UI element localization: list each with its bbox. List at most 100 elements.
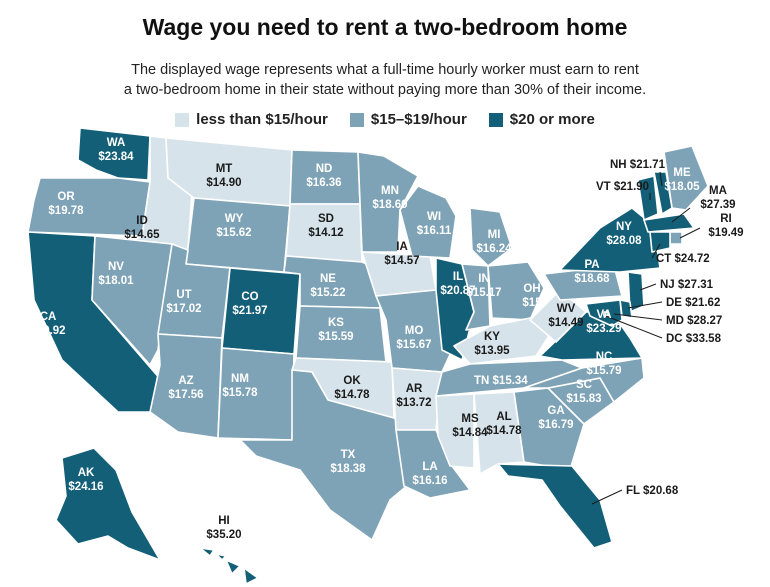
state-shape-oh [487, 261, 545, 321]
page-title: Wage you need to rent a two-bedroom home [142, 14, 628, 40]
state-label-ne: NE $15.22 [310, 273, 345, 299]
legend-item-mid: $15–$19/hour [349, 111, 467, 128]
state-label-ks: KS $15.59 [318, 317, 353, 343]
state-shape-al [473, 391, 525, 475]
leader-line-md [613, 313, 663, 321]
state-shape-az [149, 333, 223, 439]
state-label-or: OR $19.78 [48, 191, 84, 217]
state-shape-in [461, 263, 491, 331]
leader-line-de [627, 301, 663, 309]
state-label-md: MD $28.27 [666, 315, 722, 327]
state-label-mo: MO $15.67 [396, 325, 431, 351]
state-label-mt: MT $14.90 [206, 163, 241, 189]
state-shape-mi [469, 207, 513, 267]
legend-swatch-high [488, 112, 503, 127]
legend: less than $15/hour $15–$19/hour $20 or m… [0, 111, 770, 128]
state-shape-ak [55, 447, 161, 561]
state-label-ut: UT $17.02 [166, 289, 201, 315]
state-label-sd: SD $14.12 [308, 213, 343, 239]
leader-line-ct [651, 243, 661, 259]
state-label-pa: PA $18.68 [574, 259, 610, 285]
state-shape-nv [91, 235, 173, 366]
state-shape-or [27, 177, 151, 237]
state-shape-hi [199, 547, 259, 585]
state-label-mi: MI $16.24 [476, 229, 512, 255]
state-shape-tx [239, 369, 415, 541]
legend-swatch-low [175, 112, 190, 127]
legend-swatch-mid [349, 112, 364, 127]
leader-line-dc [605, 315, 663, 339]
state-shape-la [395, 429, 471, 499]
state-label-ky: KY $13.95 [474, 331, 510, 357]
state-label-nc: NC $15.79 [586, 351, 621, 377]
state-label-oh: OH $15 [522, 283, 542, 309]
state-label-nm: NM $15.78 [222, 373, 258, 399]
state-label-hi: HI $35.20 [206, 515, 241, 541]
state-label-ny: NY $28.08 [606, 221, 642, 247]
state-label-co: CO $21.97 [232, 291, 267, 317]
state-shape-dc [603, 311, 609, 317]
state-label-al: AL $14.78 [486, 411, 522, 437]
state-shape-ct [649, 231, 671, 253]
state-label-ct: CT $24.72 [656, 253, 710, 265]
state-shape-ms [435, 393, 475, 469]
state-label-wv: WV $14.49 [548, 303, 583, 329]
leader-line-fl [591, 489, 623, 505]
state-shape-wi [399, 185, 457, 259]
subtitle-line-2: a two-bedroom home in their state withou… [123, 82, 647, 98]
state-label-mn: MN $18.60 [372, 185, 407, 211]
state-label-ri: RI $19.49 [708, 213, 743, 239]
state-label-nh: NH $21.71 [610, 159, 666, 171]
state-label-ca: CA $30.92 [30, 311, 65, 337]
legend-label-mid: $15–$19/hour [370, 111, 467, 128]
state-label-tx: TX $18.38 [330, 449, 366, 475]
legend-label-high: $20 or more [509, 111, 595, 128]
state-label-in: IN $15.17 [466, 273, 501, 299]
state-label-fl: FL $20.68 [626, 485, 679, 497]
state-label-ar: AR $13.72 [396, 383, 431, 409]
legend-label-low: less than $15/hour [196, 111, 328, 128]
state-label-nd: ND $16.36 [306, 163, 341, 189]
state-label-la: LA $16.16 [412, 461, 447, 487]
state-label-nv: NV $18.01 [98, 261, 134, 287]
state-label-de: DE $21.62 [666, 297, 720, 309]
state-labels: WA $23.84 OR $19.78 CA $30.92 ID $14.65 NV $18.01… [30, 137, 743, 541]
state-label-tn: TN $15.34 [474, 375, 528, 387]
state-label-ak: AK $24.16 [68, 467, 103, 493]
state-label-ok: OK $14.78 [334, 375, 370, 401]
state-label-ia: IA $14.57 [384, 241, 419, 267]
state-shape-nc [523, 357, 645, 403]
state-label-me: ME $18.05 [664, 167, 700, 193]
state-label-dc: DC $33.58 [666, 333, 722, 345]
state-label-vt: VT $21.90 [596, 181, 649, 193]
state-shapes [27, 127, 709, 585]
state-label-az: AZ $17.56 [168, 375, 203, 401]
state-label-wi: WI $16.11 [417, 211, 452, 237]
state-shape-fl [497, 463, 613, 549]
leader-line-ma [671, 207, 691, 223]
legend-item-low: less than $15/hour [175, 111, 328, 128]
state-label-wa: WA $23.84 [98, 137, 134, 163]
state-label-il: IL $20.87 [440, 271, 475, 297]
state-label-wy: WY $15.62 [216, 213, 251, 239]
state-label-ga: GA $16.79 [538, 405, 573, 431]
state-label-va: VA $23.29 [586, 309, 621, 335]
leader-line-nj [639, 283, 657, 291]
legend-item-high: $20 or more [488, 111, 595, 128]
state-label-nj: NJ $27.31 [660, 279, 714, 291]
state-label-ma: MA $27.39 [700, 185, 735, 211]
leader-line-ri [679, 227, 701, 239]
state-label-ms: MS $14.84 [452, 413, 488, 439]
subtitle-line-1: The displayed wage represents what a ful… [131, 62, 639, 78]
page-subtitle: The displayed wage represents what a ful… [40, 60, 730, 100]
state-shape-nj [627, 271, 645, 313]
state-shape-nh [653, 171, 673, 215]
state-shape-vt [637, 175, 659, 221]
state-label-id: ID $14.65 [124, 215, 160, 241]
leader-lines [591, 171, 701, 505]
state-shape-ma [643, 213, 695, 233]
state-label-sc: SC $15.83 [566, 379, 601, 405]
state-shape-wv [529, 289, 587, 343]
leader-line-nh [659, 171, 663, 187]
